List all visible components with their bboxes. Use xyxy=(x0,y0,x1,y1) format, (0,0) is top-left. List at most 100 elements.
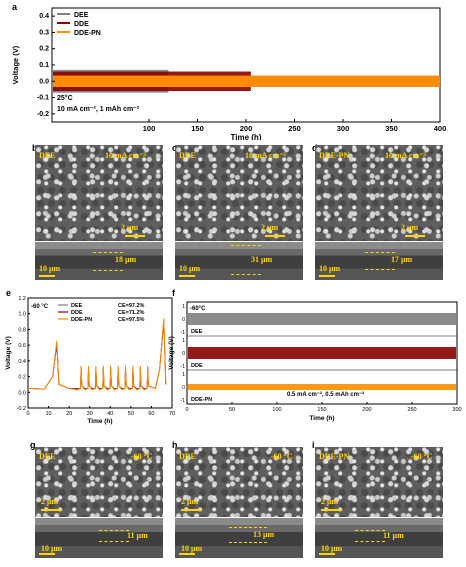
chart-a-ylabel: Voltage (V) xyxy=(11,45,20,84)
chart-f-xtick-label: 100 xyxy=(272,407,281,413)
chart-e-ytick-label: 0.6 xyxy=(18,343,26,349)
chart-f-cond: 0.5 mA cm⁻², 0.5 mAh cm⁻² xyxy=(287,391,364,398)
panel-label-g: g xyxy=(30,440,36,450)
panel-label-e: e xyxy=(6,288,12,298)
sem-g-condition: -60 °C xyxy=(131,452,153,461)
chart-a-ytick-label: 0.0 xyxy=(39,78,49,85)
sem-b-scalebar xyxy=(125,235,145,237)
chart-e-ytick-label: 0.4 xyxy=(18,359,26,365)
sem-c-scale-label: 2 μm xyxy=(261,223,279,232)
sem-b-scale-label: 2 μm xyxy=(121,223,139,232)
chart-e-ytick-label: 0.8 xyxy=(18,327,26,333)
thickness-bracket-g xyxy=(99,530,129,542)
chart-e-xtick-label: 10 xyxy=(46,411,52,417)
chart-e-line-dde-pn xyxy=(27,318,167,391)
panel-label-b: b xyxy=(32,143,38,153)
chart-a-xtick-label: 200 xyxy=(240,124,253,133)
chart-e-xtick-label: 40 xyxy=(107,411,113,417)
chart-a-xtick-label: 400 xyxy=(434,124,447,133)
chart-e-xtick-label: 70 xyxy=(169,411,175,417)
sem-d-title: DDE-PN xyxy=(319,151,350,160)
chart-f-band-dee xyxy=(188,313,456,325)
sem-g-cross-scale-label: 10 μm xyxy=(41,544,63,553)
sem-h-cross-scalebar xyxy=(179,553,195,555)
chart-e-legend-ce-dee: CE=97.2% xyxy=(118,303,145,309)
sem-top-image-g: DEE -60 °C 2 μm xyxy=(35,447,163,517)
sem-h-title: DDE xyxy=(179,452,196,461)
chart-e-legend-ce-dde-pn: CE=97.5% xyxy=(118,317,145,323)
sem-top-image-c: DDE 10 mA cm⁻² 2 μm xyxy=(175,145,303,241)
sem-g-cross-scalebar xyxy=(39,553,55,555)
sem-d-cross-scale-label: 10 μm xyxy=(319,264,341,273)
panel-label-d: d xyxy=(312,143,318,153)
sem-cross-image-d: 10 μm 17 μm xyxy=(315,242,443,280)
chart-f-series-label-dde: DDE xyxy=(191,363,203,369)
sem-g-scale-label: 2 μm xyxy=(41,497,59,506)
chart-e-xlabel: Time (h) xyxy=(87,418,112,425)
sem-g-scalebar xyxy=(41,509,61,511)
sem-d-condition: 10 mA cm⁻² xyxy=(385,151,426,160)
sem-c-cross-scalebar xyxy=(179,275,195,277)
panel-label-i: i xyxy=(312,440,315,450)
sem-b-cross-scale-label: 10 μm xyxy=(39,264,61,273)
chart-a-series-dde-pn xyxy=(53,75,440,87)
chart-a-xtick-label: 350 xyxy=(385,124,398,133)
chart-e-legend-ce-dde: CE=71.2% xyxy=(118,310,145,316)
sem-i-cross-scalebar xyxy=(319,553,335,555)
chart-f-xlabel: Time (h) xyxy=(309,415,334,422)
sem-d-scalebar xyxy=(405,235,425,237)
sem-cross-image-c: 10 μm 31 μm xyxy=(175,242,303,280)
sem-cross-image-b: 10 μm 18 μm xyxy=(35,242,163,280)
chart-a-legend-label-dee: DEE xyxy=(74,12,89,19)
chart-e-xtick-label: 60 xyxy=(148,411,154,417)
sem-cross-image-i: 10 μm 11 μm xyxy=(315,518,443,558)
chart-e-xtick-label: 20 xyxy=(66,411,72,417)
chart-f-xtick-label: 150 xyxy=(317,407,326,413)
chart-a-xtick-label: 150 xyxy=(191,124,204,133)
chart-f-xtick-label: 0 xyxy=(185,407,188,413)
chart-a-xtick-label: 250 xyxy=(288,124,301,133)
chart-f-xtick-label: 50 xyxy=(229,407,235,413)
chart-f-ytick-label: 0 xyxy=(182,351,185,357)
sem-b-title: DEE xyxy=(39,151,56,160)
chart-f-ytick-label: 1 xyxy=(182,372,185,378)
chart-a-ytick-label: -0.1 xyxy=(37,95,49,102)
thickness-bracket-c xyxy=(231,245,261,275)
chart-f-band-dde xyxy=(188,347,456,359)
chart-e-xtick-label: 30 xyxy=(87,411,93,417)
chart-f-series-label-dde-pn: DDE-PN xyxy=(191,397,212,403)
chart-a-ytick-label: 0.2 xyxy=(39,46,49,53)
sem-b-thickness: 18 μm xyxy=(115,255,137,264)
sem-b-condition: 10 mA cm⁻² xyxy=(105,151,146,160)
chart-f-ytick-label: 0 xyxy=(182,385,185,391)
thickness-bracket-h xyxy=(229,527,267,543)
sem-d-scale-label: 2 μm xyxy=(401,223,419,232)
chart-e-temp: -60 °C xyxy=(31,304,49,310)
sem-i-scalebar xyxy=(321,509,341,511)
thickness-bracket-b xyxy=(93,252,123,271)
sem-i-thickness: 11 μm xyxy=(383,531,404,540)
chart-f-ytick-label: -1 xyxy=(181,398,186,404)
chart-f-xtick-label: 250 xyxy=(407,407,416,413)
chart-f-ytick-label: 1 xyxy=(182,304,185,310)
chart-a-xtick-label: 100 xyxy=(143,124,156,133)
chart-e-ytick-label: 0.2 xyxy=(18,375,26,381)
chart-e-line-dee xyxy=(27,321,167,390)
sem-i-cross-scale-label: 10 μm xyxy=(321,544,343,553)
chart-a: 0.4 0.3 0.2 0.1 0.0 -0.1 -0.2 100 150 200 250 300 35… xyxy=(11,7,447,140)
thickness-bracket-i xyxy=(355,530,385,542)
panel-label-h: h xyxy=(172,440,178,450)
chart-a-ytick-label: -0.2 xyxy=(37,111,49,118)
thickness-bracket-d xyxy=(365,252,395,270)
chart-f-ylabel: Voltage (V) xyxy=(168,336,175,369)
chart-f: DEE 1 0 -1 DDE 1 0 -1 DDE-PN 1 0 -1 0 50 100 150 200 250 3… xyxy=(168,301,462,422)
sem-i-condition: -60 °C xyxy=(411,452,433,461)
chart-a-xtick-label: 300 xyxy=(337,124,350,133)
sem-c-thickness: 31 μm xyxy=(251,255,273,264)
sem-d-thickness: 17 μm xyxy=(391,255,413,264)
sem-c-title: DDE xyxy=(179,151,196,160)
chart-a-xlabel: Time (h) xyxy=(231,133,262,140)
chart-f-series-label-dee: DEE xyxy=(191,329,203,335)
chart-f-ytick-label: 0 xyxy=(182,317,185,323)
chart-e-legend-label-dde-pn: DDE-PN xyxy=(71,317,92,323)
